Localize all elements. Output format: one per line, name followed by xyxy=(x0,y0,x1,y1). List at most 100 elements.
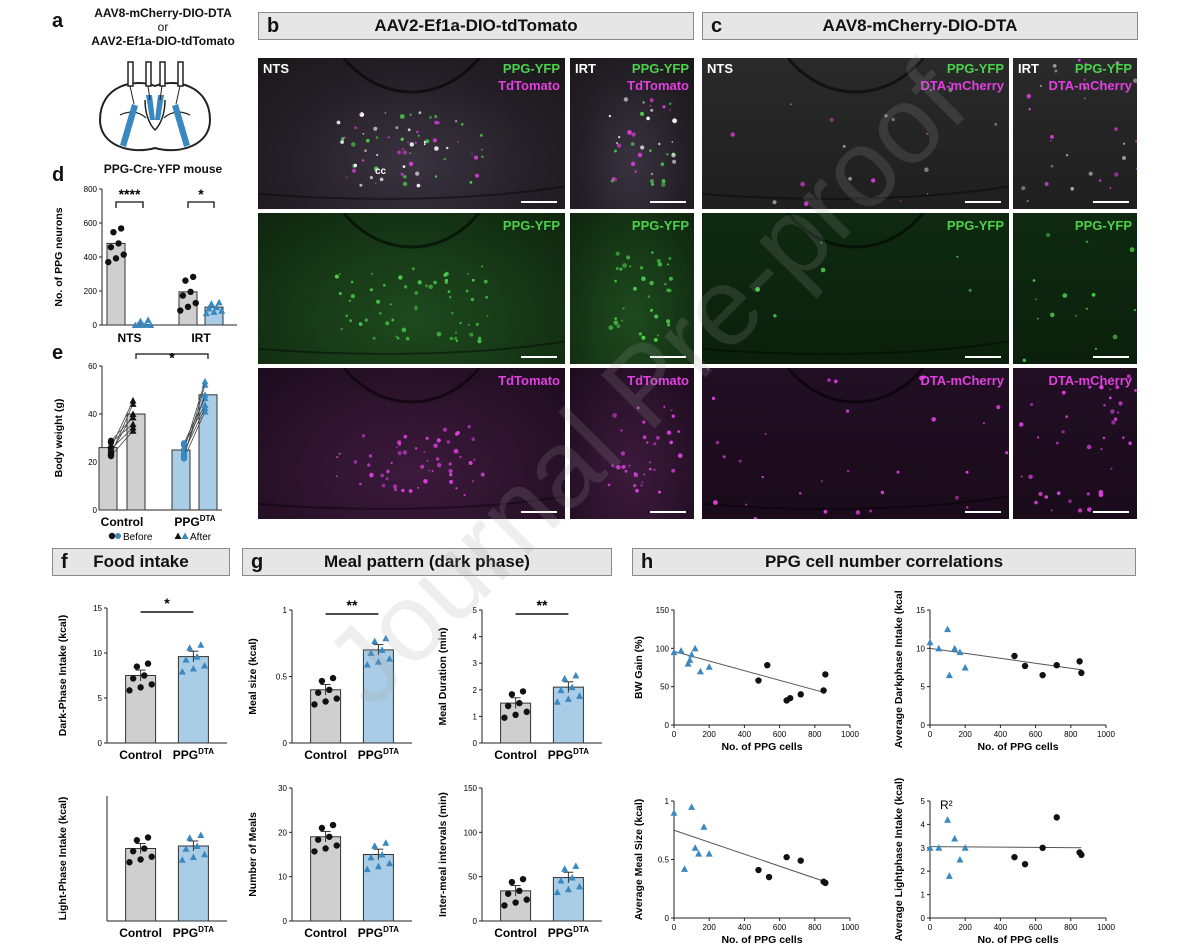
cell-signal xyxy=(449,479,454,484)
cell-signal xyxy=(1077,58,1081,62)
cell-signal xyxy=(409,113,412,116)
cell-signal xyxy=(467,273,469,275)
ppgdta-point xyxy=(951,644,959,652)
panel-g-letter: g xyxy=(251,551,264,573)
x-tick-label: 0 xyxy=(928,923,933,932)
control-point xyxy=(126,687,133,694)
cell-signal xyxy=(1084,86,1087,90)
control-point xyxy=(504,890,512,897)
brainstem-injection-schematic xyxy=(98,61,212,152)
legend-after-triangle-black xyxy=(174,532,182,539)
cell-signal xyxy=(920,81,924,85)
cell-signal xyxy=(656,334,659,337)
x-tick-label: 1000 xyxy=(1097,923,1115,932)
cell-signal xyxy=(1087,507,1092,512)
cell-signal xyxy=(479,133,483,137)
y-tick-label: 100 xyxy=(656,644,670,653)
cell-signal xyxy=(1032,279,1036,282)
cell-signal xyxy=(829,118,834,122)
cell-signal xyxy=(617,143,622,148)
ppgdta-point xyxy=(944,625,952,633)
cell-signal xyxy=(1062,293,1068,298)
cell-signal xyxy=(628,464,631,467)
cell-signal xyxy=(432,138,437,143)
ppgdta-point xyxy=(205,304,213,312)
cell-signal xyxy=(470,297,475,302)
cell-signal xyxy=(649,104,652,107)
cell-signal xyxy=(1018,422,1024,427)
ppgdta-point xyxy=(561,674,569,682)
cell-signal xyxy=(425,436,429,440)
cell-signal xyxy=(415,171,420,176)
ppgdta-point xyxy=(182,656,190,663)
cell-signal xyxy=(353,460,358,464)
cell-signal xyxy=(401,327,407,333)
scale-bar xyxy=(965,356,1001,358)
cell-signal xyxy=(341,137,345,141)
paired-line xyxy=(183,394,206,456)
scale-bar xyxy=(521,356,557,358)
micrograph-c-nts-row3: DTA-mCherry xyxy=(702,368,1009,519)
cell-signal xyxy=(434,175,438,178)
ppgdta-point xyxy=(378,851,386,858)
y-axis-label: Body weight (g) xyxy=(53,399,65,478)
cell-signal xyxy=(1098,489,1103,495)
panel-b-letter: b xyxy=(267,15,280,37)
scale-bar xyxy=(650,511,686,513)
y-axis-label: Light-Phase Intake (kcal) xyxy=(57,797,69,921)
micrograph-texture xyxy=(702,213,1009,355)
x-tick-label: 600 xyxy=(773,730,787,739)
control-point xyxy=(192,299,199,307)
scale-bar xyxy=(521,201,557,203)
cell-signal xyxy=(401,488,405,493)
cell-signal xyxy=(365,138,370,143)
cell-signal xyxy=(1133,78,1137,83)
ppgdta-point xyxy=(926,844,934,851)
cell-signal xyxy=(428,469,431,472)
cell-signal xyxy=(649,280,654,286)
cell-signal xyxy=(411,267,415,271)
y-tick-label: 1 xyxy=(665,797,670,806)
cell-signal xyxy=(612,413,617,418)
ppgdta-point xyxy=(576,692,584,699)
cell-signal xyxy=(446,146,449,150)
x-tick-label: 400 xyxy=(738,923,752,932)
ppgdta-point xyxy=(193,653,201,660)
cell-signal xyxy=(1056,491,1061,495)
y-axis-label: Meal Duration (min) xyxy=(437,627,449,725)
cell-signal xyxy=(640,111,644,116)
panel-f-letter: f xyxy=(61,551,68,573)
ppgdta-point xyxy=(193,842,201,849)
control-point xyxy=(107,243,115,251)
region-label: IRT xyxy=(1018,61,1039,76)
cell-signal xyxy=(715,440,720,445)
cell-signal xyxy=(434,120,438,125)
cell-signal xyxy=(614,317,617,320)
panel-c-letter: c xyxy=(711,15,723,37)
cell-signal xyxy=(1085,240,1089,244)
micrograph-texture xyxy=(258,368,565,510)
ppgdta-point xyxy=(564,695,572,702)
ppgdta-point xyxy=(935,844,943,851)
x-label-nts: NTS xyxy=(118,331,142,345)
cell-signal xyxy=(454,432,459,436)
x-tick-label: 400 xyxy=(994,730,1008,739)
x-tick-label: 200 xyxy=(959,730,973,739)
ppgdta-point xyxy=(700,823,708,830)
y-tick-label: 50 xyxy=(468,873,477,882)
control-point xyxy=(148,681,155,688)
control-point xyxy=(1039,844,1046,851)
y-axis-label: Average Meal Size (kcal) xyxy=(633,799,645,921)
cell-signal xyxy=(468,461,473,465)
cell-signal xyxy=(1039,84,1043,88)
cell-signal xyxy=(669,102,672,105)
tissue-edge xyxy=(786,213,925,249)
y-tick-label: 0.5 xyxy=(658,856,670,865)
y-tick-label: 4 xyxy=(921,820,926,829)
cell-signal xyxy=(359,183,363,187)
x-tick-label: 1000 xyxy=(841,923,859,932)
cell-signal xyxy=(966,506,969,509)
control-point xyxy=(755,866,762,874)
cell-signal xyxy=(383,284,386,287)
micrograph-b-nts-row1: NTS PPG-YFP TdTomato cc xyxy=(258,58,565,209)
